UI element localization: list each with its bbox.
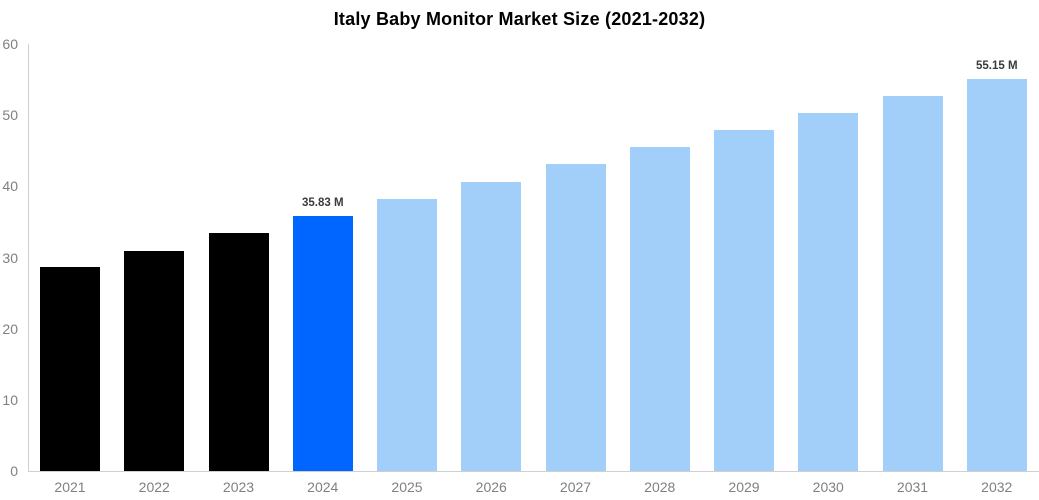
x-tick-2021: 2021 bbox=[54, 479, 86, 495]
bar-2021 bbox=[40, 267, 100, 471]
x-tick-2031: 2031 bbox=[896, 479, 929, 495]
bar-2031 bbox=[882, 95, 943, 471]
y-tick-50: 50 bbox=[2, 107, 18, 124]
x-axis-line bbox=[28, 471, 1039, 472]
x-tick-2028: 2028 bbox=[644, 479, 676, 495]
x-tick-2032: 2032 bbox=[981, 479, 1013, 495]
y-tick-60: 60 bbox=[2, 36, 18, 52]
y-tick-40: 40 bbox=[2, 178, 18, 195]
y-axis-line bbox=[28, 44, 29, 471]
x-tick-2029: 2029 bbox=[728, 479, 760, 495]
bar-2026 bbox=[461, 181, 522, 471]
x-tick-2030: 2030 bbox=[812, 479, 844, 495]
bar-2029 bbox=[714, 130, 774, 471]
value-label-2032: 55.15 M bbox=[975, 59, 1018, 72]
bar-2030 bbox=[798, 112, 859, 471]
chart-title: Italy Baby Monitor Market Size (2021-203… bbox=[333, 9, 706, 29]
bar-2025 bbox=[377, 198, 437, 471]
y-tick-10: 10 bbox=[2, 391, 18, 408]
value-label-2024: 35.83 M bbox=[301, 197, 344, 209]
y-tick-20: 20 bbox=[2, 320, 18, 337]
x-tick-2026: 2026 bbox=[475, 479, 507, 495]
bar-2023 bbox=[208, 233, 269, 471]
x-tick-2025: 2025 bbox=[391, 479, 423, 495]
bar-2022 bbox=[124, 251, 185, 471]
bar-2032 bbox=[966, 78, 1027, 471]
bar-2024 bbox=[292, 216, 353, 471]
x-tick-2022: 2022 bbox=[138, 479, 170, 495]
x-tick-2023: 2023 bbox=[222, 479, 255, 495]
x-tick-2024: 2024 bbox=[307, 479, 339, 495]
bar-2028 bbox=[629, 147, 690, 471]
x-tick-2027: 2027 bbox=[559, 479, 592, 495]
bar-2027 bbox=[545, 164, 606, 471]
y-tick-0: 0 bbox=[10, 463, 18, 479]
y-tick-30: 30 bbox=[2, 249, 18, 266]
